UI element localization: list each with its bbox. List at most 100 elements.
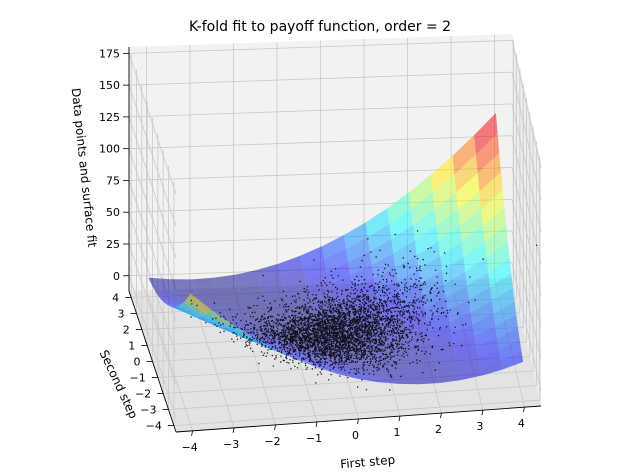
- surface-patch: [420, 270, 444, 296]
- surface-patch: [457, 357, 480, 372]
- chart-title: K-fold fit to payoff function, order = 2: [189, 19, 451, 35]
- x-tick-label: 3: [476, 420, 483, 433]
- surface-patch: [343, 222, 368, 249]
- surface-patch: [472, 313, 496, 336]
- x-tick-mark: [315, 421, 318, 428]
- surface-patch: [177, 304, 201, 318]
- z-tick-label: 50: [106, 206, 120, 219]
- surface-patch: [250, 337, 274, 349]
- y-tick-label: −2: [135, 388, 151, 401]
- z-tick-label: 175: [99, 47, 120, 60]
- surface-patch: [367, 223, 392, 252]
- surface-patch: [413, 359, 437, 372]
- surface-patch: [264, 295, 288, 308]
- scatter-points: [190, 230, 538, 391]
- surface-patch: [324, 249, 349, 272]
- surface-patch: [153, 288, 178, 298]
- surface-patch: [307, 283, 331, 301]
- surface-patch: [468, 287, 492, 313]
- surface-patch: [194, 286, 219, 295]
- z-tick-label: 100: [99, 143, 120, 156]
- surface-patch: [346, 237, 370, 263]
- x-tick-mark: [523, 407, 525, 413]
- surface-patch: [352, 278, 376, 299]
- x-tick-label: −4: [181, 441, 197, 454]
- x-tick-label: 2: [435, 423, 442, 436]
- surface-patch: [382, 316, 406, 334]
- surface-patch: [449, 312, 473, 334]
- surface-patch: [396, 378, 420, 385]
- x-tick-label: −1: [306, 432, 322, 445]
- surface-patch: [497, 327, 520, 350]
- surface-patch: [414, 225, 439, 256]
- surface-patch: [224, 327, 248, 339]
- surface-patch: [283, 279, 308, 296]
- surface-patch: [174, 306, 199, 318]
- surface-patch: [474, 326, 497, 347]
- surface-patch: [218, 292, 243, 302]
- surface-patch: [415, 368, 438, 378]
- surface-patch: [474, 112, 498, 155]
- surface-patch: [393, 240, 417, 268]
- surface-patch: [285, 290, 310, 305]
- surface-patch: [261, 343, 286, 352]
- surface-patch: [242, 298, 267, 309]
- y-tick-label: 1: [128, 340, 135, 353]
- y-tick-label: −4: [146, 420, 162, 433]
- x-tick-mark: [481, 410, 484, 416]
- surface-patch: [148, 277, 173, 286]
- surface-patch: [424, 297, 448, 320]
- x-tick-label: −3: [223, 438, 239, 451]
- surface-patch: [457, 191, 482, 226]
- surface-patch: [391, 225, 415, 254]
- surface-patch: [456, 173, 480, 210]
- surface-patch: [442, 257, 466, 285]
- surface-patch: [369, 239, 394, 265]
- surface-patch: [399, 282, 423, 306]
- x-tick-label: −2: [264, 435, 280, 448]
- surface-patch: [411, 192, 435, 225]
- surface-patch: [428, 322, 452, 341]
- surface-patch: [261, 285, 286, 299]
- surface-patch: [371, 253, 396, 278]
- surface-patch: [470, 300, 494, 325]
- surface-patch: [389, 208, 413, 239]
- surface-patch: [310, 362, 334, 371]
- surface-patch: [430, 155, 455, 193]
- surface-patch: [394, 371, 418, 379]
- surface-patch: [259, 274, 284, 290]
- surface-patch: [476, 338, 499, 357]
- surface-patch: [432, 344, 456, 360]
- surface-patch: [432, 174, 457, 210]
- surface-patch: [463, 242, 487, 272]
- surface-patch: [312, 365, 336, 374]
- surface-patch: [225, 313, 250, 322]
- surface-patch: [495, 314, 518, 338]
- surface-patch: [397, 269, 421, 294]
- data-points: [190, 230, 538, 391]
- x-tick-label: 0: [352, 429, 359, 442]
- surface-patch: [182, 300, 207, 317]
- y-tick-label: 2: [123, 324, 130, 337]
- surface-patch: [365, 208, 390, 238]
- z-tick-label: 75: [106, 174, 120, 187]
- surface-patch: [500, 351, 524, 370]
- surface-patch: [445, 286, 469, 311]
- surface-patch: [221, 300, 245, 309]
- surface-patch: [430, 333, 454, 351]
- surface-patch: [387, 192, 411, 224]
- grid-line: [168, 385, 537, 410]
- surface-patch: [328, 275, 353, 295]
- surface-patch: [281, 267, 305, 286]
- surface-patch: [479, 359, 503, 376]
- surface-patch: [369, 358, 393, 367]
- surface-patch: [498, 339, 522, 360]
- tick-labels: −4 −3 −2 −1 0 1 2 3 4 −4 −3 −2 −1 0 1 2 3 4 0 25 50 75 100 125 1…: [99, 47, 525, 453]
- surface-patch: [440, 241, 464, 271]
- surface-patch: [206, 312, 230, 328]
- surface-patch: [438, 372, 461, 383]
- surface-patch: [392, 363, 416, 373]
- surface-patch: [235, 269, 260, 284]
- surface-patch: [438, 225, 462, 257]
- x-tick-mark: [440, 413, 442, 419]
